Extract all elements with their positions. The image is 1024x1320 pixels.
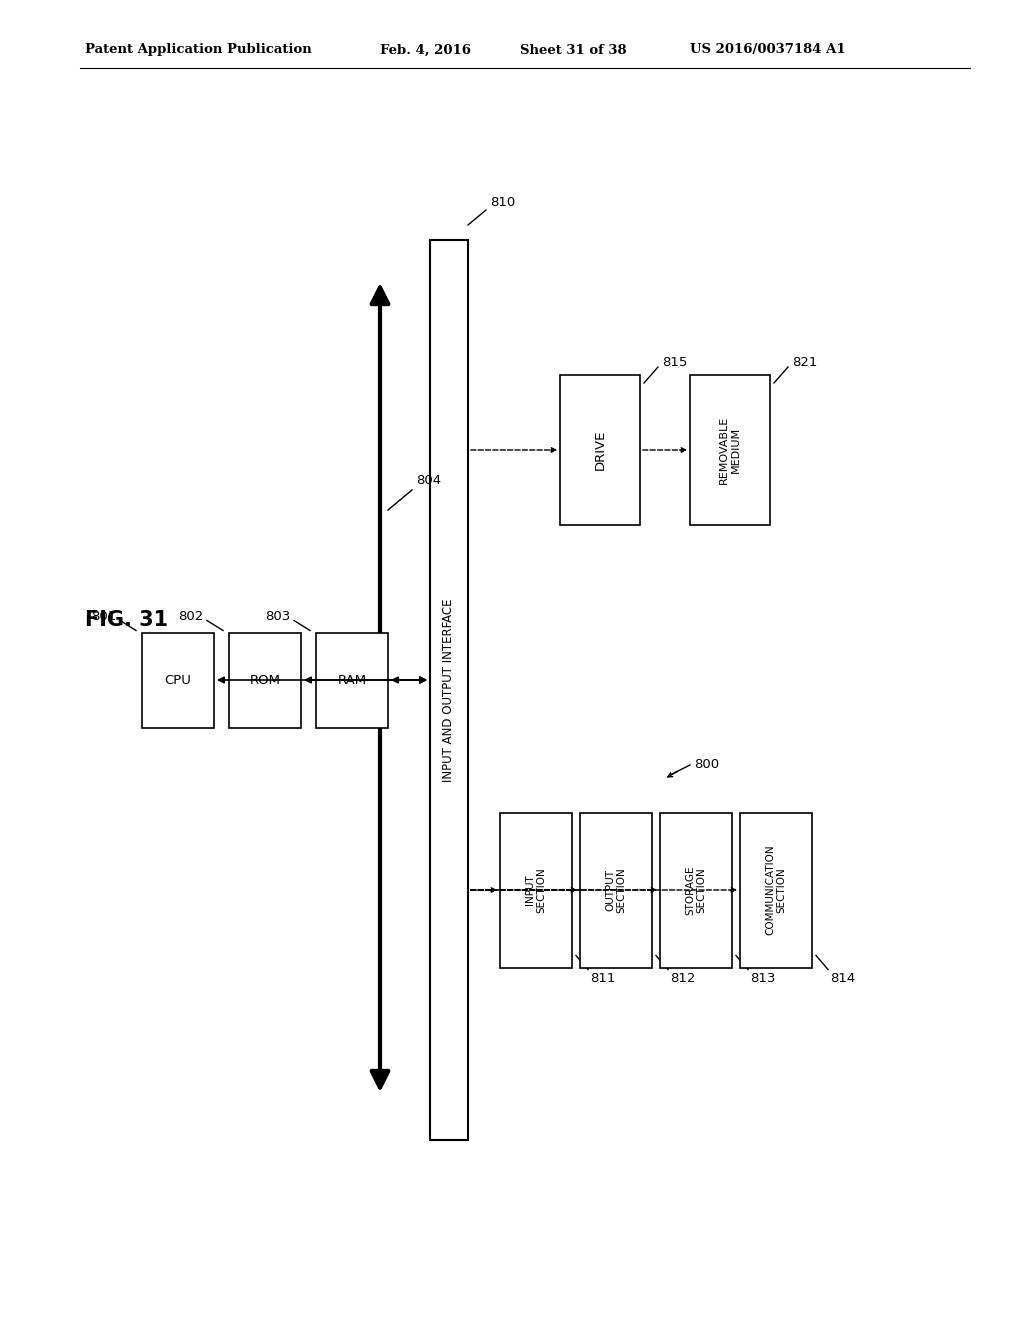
Bar bbox=[560, 375, 640, 525]
Text: 815: 815 bbox=[662, 356, 687, 370]
Text: 812: 812 bbox=[670, 972, 695, 985]
Text: 813: 813 bbox=[750, 972, 775, 985]
Text: CPU: CPU bbox=[165, 673, 191, 686]
Bar bbox=[660, 813, 732, 968]
Text: 801: 801 bbox=[91, 610, 116, 623]
Text: US 2016/0037184 A1: US 2016/0037184 A1 bbox=[690, 44, 846, 57]
Text: Sheet 31 of 38: Sheet 31 of 38 bbox=[520, 44, 627, 57]
Text: FIG. 31: FIG. 31 bbox=[85, 610, 168, 630]
Text: 811: 811 bbox=[590, 972, 615, 985]
Bar bbox=[142, 632, 214, 727]
Text: 803: 803 bbox=[265, 610, 290, 623]
Text: INPUT AND OUTPUT INTERFACE: INPUT AND OUTPUT INTERFACE bbox=[442, 598, 456, 781]
Text: DRIVE: DRIVE bbox=[594, 430, 606, 470]
Text: 810: 810 bbox=[490, 195, 515, 209]
Text: 804: 804 bbox=[416, 474, 441, 487]
Text: 814: 814 bbox=[830, 972, 855, 985]
Bar bbox=[500, 813, 572, 968]
Bar bbox=[740, 813, 812, 968]
Text: STORAGE
SECTION: STORAGE SECTION bbox=[685, 865, 707, 915]
Text: Feb. 4, 2016: Feb. 4, 2016 bbox=[380, 44, 471, 57]
Bar bbox=[690, 375, 770, 525]
Text: COMMUNICATION
SECTION: COMMUNICATION SECTION bbox=[765, 845, 786, 936]
Text: 800: 800 bbox=[694, 758, 719, 771]
Text: ROM: ROM bbox=[250, 673, 281, 686]
Text: 821: 821 bbox=[792, 356, 817, 370]
Bar bbox=[229, 632, 301, 727]
Text: 802: 802 bbox=[178, 610, 203, 623]
Bar bbox=[316, 632, 388, 727]
Text: INPUT
SECTION: INPUT SECTION bbox=[525, 867, 547, 913]
Text: RAM: RAM bbox=[338, 673, 367, 686]
Text: Patent Application Publication: Patent Application Publication bbox=[85, 44, 311, 57]
Bar bbox=[580, 813, 652, 968]
Text: OUTPUT
SECTION: OUTPUT SECTION bbox=[605, 867, 627, 913]
Text: REMOVABLE
MEDIUM: REMOVABLE MEDIUM bbox=[719, 416, 740, 484]
Bar bbox=[430, 240, 468, 1140]
